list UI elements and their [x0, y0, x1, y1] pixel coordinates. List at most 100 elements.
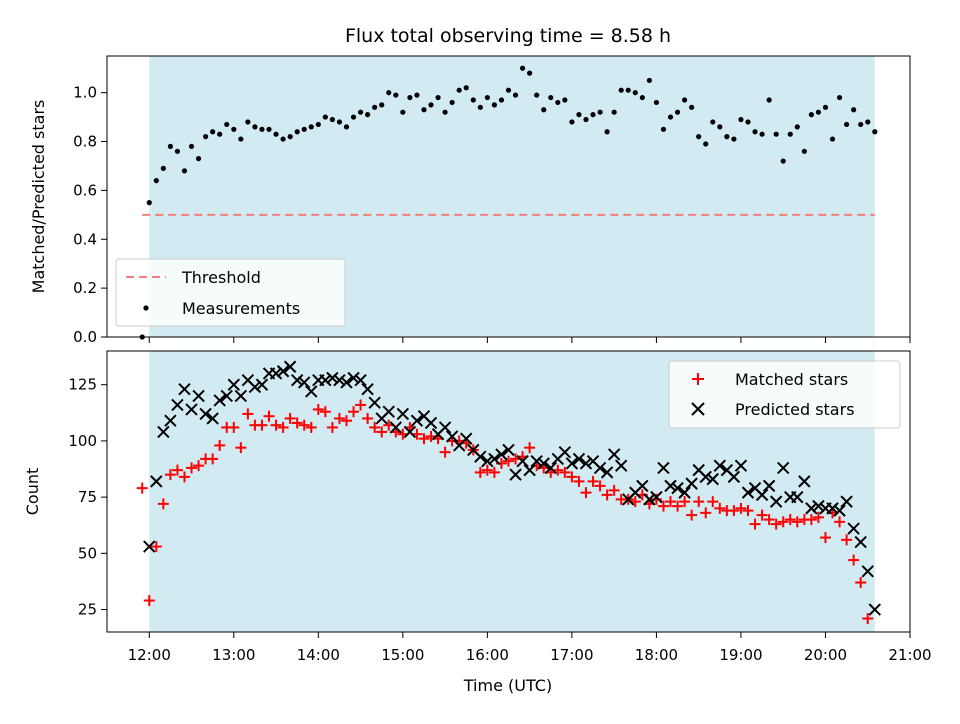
predicted-star-point — [403, 425, 417, 439]
matched-star-point — [650, 493, 662, 505]
measurement-point — [153, 178, 159, 184]
predicted-star-point — [537, 457, 550, 470]
measurement-point — [836, 94, 843, 101]
measurement-point — [759, 131, 765, 137]
measurement-point — [146, 200, 152, 206]
measurement-point — [470, 97, 476, 103]
matched-star-point — [242, 408, 254, 420]
predicted-star-point — [481, 454, 494, 468]
measurement-point — [660, 126, 667, 132]
measurement-point — [865, 119, 871, 125]
matched-star-point — [503, 455, 514, 467]
predicted-star-point — [579, 457, 593, 470]
predicted-star-point — [382, 405, 395, 418]
predicted-star-point — [396, 407, 410, 421]
predicted-star-point — [727, 470, 741, 484]
predicted-star-point — [657, 461, 670, 475]
predicted-star-point — [861, 565, 874, 578]
measurement-point — [569, 119, 575, 125]
matched-star-point — [376, 426, 388, 438]
predicted-star-point — [178, 383, 191, 396]
top-legend: Threshold Measurements — [115, 258, 346, 327]
predicted-star-point — [474, 450, 487, 463]
measurement-point — [681, 97, 688, 103]
measurement-point — [379, 102, 385, 108]
measurement-point — [203, 134, 209, 140]
predicted-star-point — [445, 430, 459, 443]
measurement-point — [815, 109, 822, 115]
predicted-star-point — [812, 499, 825, 513]
predicted-star-point — [699, 470, 712, 484]
measurement-point — [181, 168, 188, 174]
measurement-point — [696, 134, 702, 140]
predicted-star-point — [523, 463, 536, 477]
matched-star-point — [559, 466, 571, 478]
x-tick-label: 18:00 — [635, 646, 678, 664]
top-y-axis-label: Matched/Predicted stars — [29, 100, 48, 294]
matched-star-point — [580, 487, 592, 499]
matched-star-point — [693, 496, 705, 508]
predicted-star-point — [826, 502, 839, 515]
predicted-star-point — [255, 378, 269, 391]
predicted-star-point — [530, 454, 543, 468]
measurement-point — [252, 124, 258, 130]
matched-star-point — [848, 554, 860, 566]
measurement-point — [336, 119, 343, 125]
predicted-star-point — [347, 371, 360, 385]
matched-star-point — [587, 475, 599, 487]
measurement-point — [710, 119, 716, 125]
bottom-legend-box — [668, 360, 901, 429]
measurement-point — [674, 109, 681, 115]
predicted-star-point — [713, 459, 727, 472]
matched-star-point — [657, 500, 669, 512]
matched-star-point — [686, 509, 698, 521]
measurement-point — [484, 94, 490, 101]
measurement-point — [667, 114, 674, 120]
y-tick-label: 1.0 — [73, 84, 97, 102]
matched-star-point — [214, 439, 226, 451]
predicted-star-point — [171, 398, 184, 412]
matched-star-point — [150, 541, 162, 553]
predicted-star-point — [410, 414, 424, 427]
measurement-point — [689, 104, 695, 110]
measurement-point — [745, 119, 751, 125]
measurement-point — [505, 87, 512, 93]
predicted-star-point — [762, 479, 776, 493]
matched-star-point — [143, 595, 155, 607]
measurement-point — [808, 112, 814, 118]
measurement-point — [604, 129, 610, 135]
matched-star-point — [305, 421, 317, 433]
y-tick-label: 0.8 — [73, 133, 97, 151]
matched-star-point — [298, 419, 310, 431]
predicted-star-point — [572, 452, 586, 466]
matched-star-point — [756, 509, 768, 521]
predicted-star-point — [734, 459, 748, 472]
measurement-point — [414, 92, 420, 98]
matched-star-point — [439, 446, 451, 458]
measurement-point — [766, 97, 772, 103]
matched-star-point — [333, 412, 345, 424]
x-tick-label: 15:00 — [381, 646, 424, 664]
y-tick-label: 0.0 — [73, 328, 97, 346]
x-tick-label: 16:00 — [466, 646, 509, 664]
legend-matched-label: Matched stars — [735, 370, 848, 389]
predicted-star-point — [192, 389, 205, 403]
predicted-star-point — [840, 495, 853, 508]
predicted-star-point — [854, 535, 867, 549]
matched-star-point — [136, 482, 148, 494]
y-tick-label: 100 — [68, 432, 97, 450]
measurement-point — [653, 99, 660, 106]
matched-star-point — [665, 496, 677, 508]
measurement-point — [245, 119, 251, 125]
matched-star-point — [735, 502, 747, 514]
matched-star-point — [749, 518, 761, 530]
top-y-ticks: 0.0 0.2 0.4 0.6 0.8 1.0 — [73, 84, 107, 346]
predicted-star-point — [502, 443, 515, 457]
predicted-star-point — [305, 385, 318, 398]
predicted-star-point — [607, 448, 621, 461]
predicted-star-point — [706, 472, 719, 486]
measurement-point — [576, 112, 582, 118]
matched-star-point — [700, 507, 712, 519]
predicted-star-point — [283, 360, 297, 373]
matched-star-point — [679, 496, 691, 508]
